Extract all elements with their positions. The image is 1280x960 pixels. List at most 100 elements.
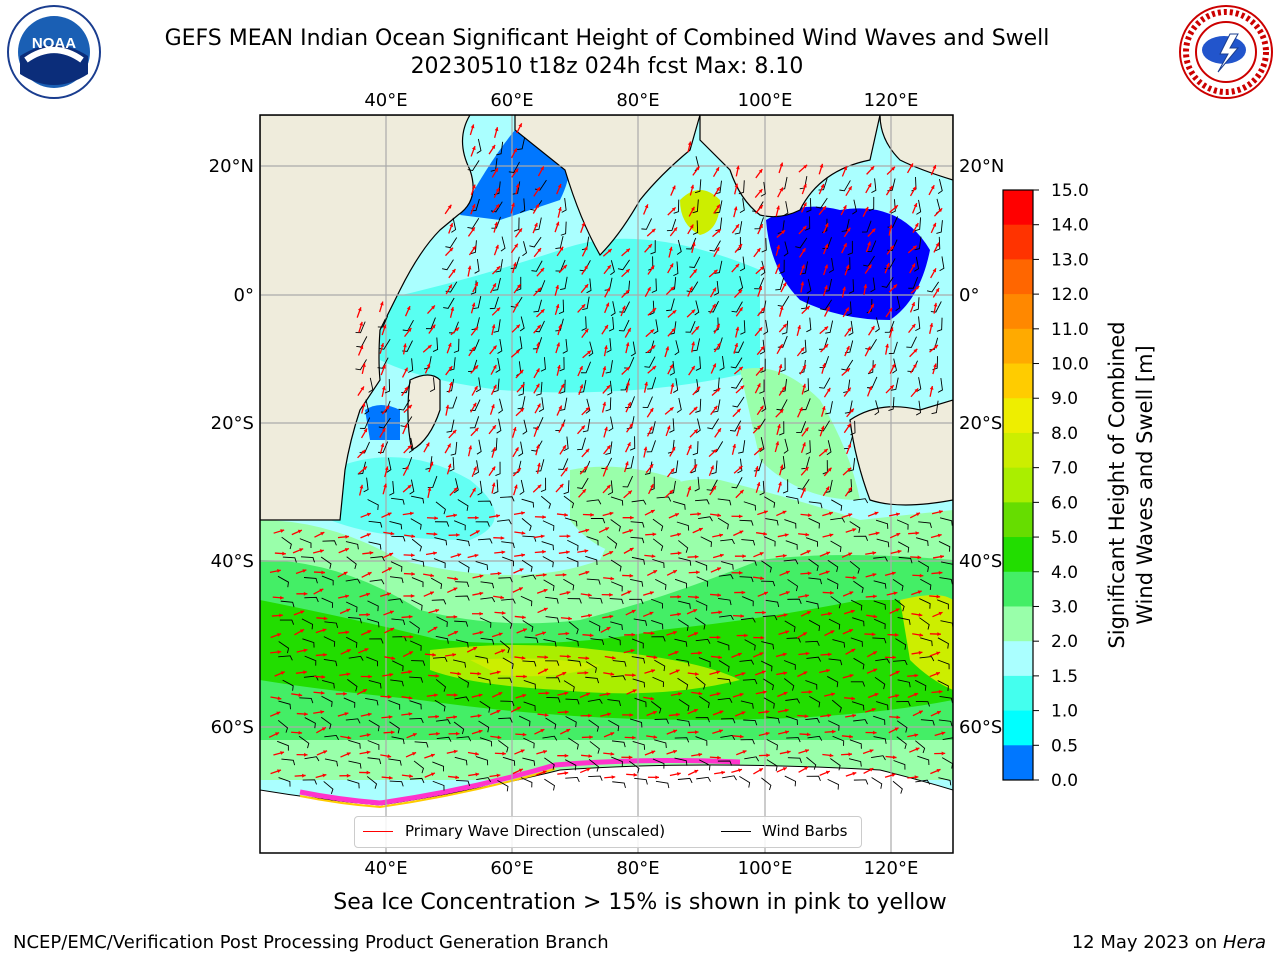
wave-direction-arrowhead — [828, 511, 833, 516]
wind-barb — [895, 638, 907, 650]
wind-barb — [408, 358, 414, 373]
wind-barb — [797, 479, 810, 490]
wind-barb — [367, 757, 382, 765]
wave-direction-arrowhead — [633, 772, 638, 777]
wave-direction-arrowhead — [932, 268, 936, 273]
wave-direction-arrowhead — [894, 727, 899, 732]
wind-barb — [849, 521, 861, 533]
colorbar-tick-label: 10.0 — [1051, 355, 1089, 375]
wind-barb — [740, 700, 754, 709]
wind-barbs-legend-line — [721, 831, 751, 832]
wave-direction-arrowhead — [390, 627, 395, 632]
wave-direction-arrowhead — [609, 511, 614, 516]
wind-barb — [388, 598, 403, 604]
wave-direction-arrowhead — [589, 735, 593, 740]
wave-direction-arrowhead — [298, 730, 303, 735]
wind-barb — [555, 318, 564, 332]
wave-direction-arrowhead — [871, 228, 876, 233]
wave-direction-arrowhead — [716, 187, 720, 192]
wave-direction-arrowhead — [366, 533, 371, 537]
wind-barb — [491, 216, 501, 229]
wind-barb — [522, 241, 528, 257]
wave-direction-arrowhead — [760, 346, 765, 351]
wave-direction-arrowhead — [932, 164, 937, 169]
wave-direction-arrowhead — [621, 305, 626, 310]
wave-direction-arrowhead — [717, 593, 722, 597]
wind-barb — [565, 716, 577, 728]
wave-direction-arrowhead — [566, 729, 571, 733]
wind-barb — [892, 780, 903, 794]
wave-direction-arrowhead — [759, 367, 764, 372]
wind-barb — [500, 236, 506, 252]
wind-barb — [851, 701, 865, 711]
wave-direction-arrowhead — [805, 749, 809, 753]
wind-barb — [498, 740, 509, 753]
wind-barb — [738, 275, 744, 291]
wave-direction-arrowhead — [765, 731, 770, 736]
wind-barb — [706, 479, 718, 491]
wind-barb — [634, 777, 648, 785]
wind-barb — [449, 357, 456, 371]
wind-barb — [805, 640, 820, 647]
wind-barb — [759, 480, 765, 496]
lon-label-top: 60°E — [490, 90, 533, 111]
wave-direction-arrowhead — [453, 749, 458, 754]
wind-barb — [458, 561, 470, 573]
wind-barb — [695, 356, 701, 371]
wave-direction-arrowhead — [522, 732, 527, 737]
wave-direction-arrowhead — [804, 427, 809, 432]
wave-direction-arrowhead — [888, 224, 893, 229]
wave-direction-arrowhead — [302, 773, 306, 778]
wave-direction-arrowhead — [783, 613, 788, 618]
wave-direction-arrowhead — [940, 554, 944, 559]
wind-barb — [323, 658, 338, 667]
wind-barb — [368, 377, 374, 393]
wave-direction-arrowhead — [521, 531, 526, 535]
wave-direction-arrowhead — [933, 363, 937, 368]
wave-direction-arrowhead — [559, 483, 564, 488]
wind-barb — [533, 417, 544, 429]
wave-direction-arrowhead — [804, 714, 809, 719]
wave-direction-arrowhead — [405, 465, 409, 470]
wind-barb — [841, 359, 854, 371]
wave-direction-arrowhead — [802, 383, 807, 388]
wave-direction-arrowhead — [938, 208, 943, 213]
map-gridlines — [260, 115, 953, 853]
wave-direction-arrowhead — [758, 768, 763, 772]
colorbar-segment — [1003, 190, 1033, 226]
wind-barb — [733, 341, 745, 353]
wind-barb — [874, 618, 886, 630]
wave-direction-arrowhead — [346, 773, 351, 778]
wave-direction-arrowhead — [915, 512, 920, 517]
wind-barb — [524, 636, 539, 644]
wind-barb — [763, 678, 774, 691]
wave-direction-arrowhead — [738, 289, 743, 294]
wind-barb — [298, 735, 310, 749]
wind-barb — [896, 720, 908, 733]
wave-direction-arrowhead — [540, 729, 545, 733]
wave-direction-arrowhead — [721, 770, 726, 775]
wind-barb — [914, 217, 922, 232]
wind-barb — [740, 617, 756, 623]
wave-direction-arrowhead — [741, 590, 746, 595]
wave-direction-arrowhead — [457, 553, 462, 557]
wind-barb — [366, 656, 378, 667]
wave-direction-arrowhead — [564, 710, 569, 714]
wave-direction-arrowhead — [498, 692, 503, 696]
wind-barb — [323, 636, 336, 647]
wave-direction-arrowhead — [545, 691, 550, 696]
colorbar-segment — [1003, 745, 1033, 781]
wind-barb — [378, 441, 389, 453]
wave-direction-arrowhead — [827, 713, 832, 718]
wind-barb — [607, 380, 613, 396]
wave-direction-arrowhead — [914, 673, 919, 678]
wind-barb — [806, 656, 822, 662]
wind-barb — [863, 255, 875, 267]
wave-direction-arrowhead — [655, 775, 659, 780]
wave-direction-arrowhead — [691, 365, 695, 370]
wave-direction-arrowhead — [779, 464, 784, 469]
wave-direction-arrowhead — [579, 384, 584, 389]
wind-barb — [939, 577, 953, 585]
wave-direction-arrowhead — [320, 690, 325, 695]
wind-barb — [544, 757, 555, 770]
